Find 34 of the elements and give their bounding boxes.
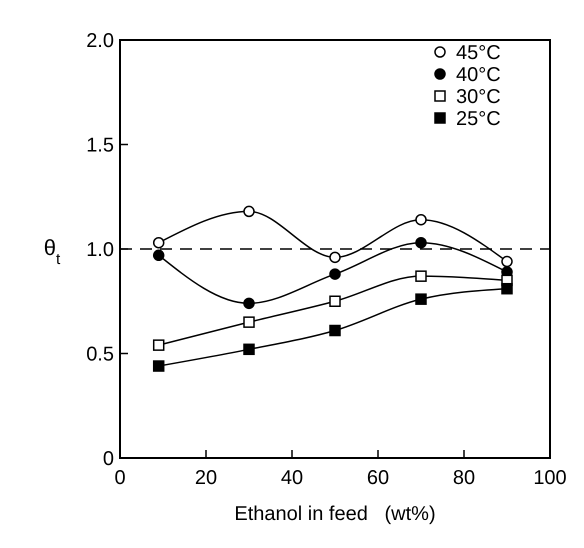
point — [243, 316, 255, 328]
x-tick-label: 60 — [366, 467, 390, 489]
y-axis-title: θ$_{t}$ — [44, 235, 61, 268]
point — [501, 256, 513, 268]
y-tick-label: 2.0 — [86, 30, 114, 52]
point — [415, 236, 427, 248]
point — [329, 324, 341, 336]
y-tick-label: 1.5 — [86, 134, 114, 156]
point — [152, 360, 164, 372]
point — [152, 250, 164, 262]
legend-label: 30°C — [456, 86, 501, 108]
x-axis-title: Ethanol in feed (wt%) — [234, 503, 436, 525]
x-tick-label: 20 — [194, 467, 218, 489]
point — [415, 293, 427, 305]
point — [415, 270, 427, 282]
point — [415, 214, 427, 226]
legend-label: 45°C — [456, 42, 501, 64]
point — [152, 339, 164, 351]
y-tick-label: 0 — [102, 448, 114, 470]
point — [243, 298, 255, 310]
point — [501, 282, 513, 294]
point — [329, 252, 341, 264]
x-tick-label: 100 — [533, 467, 567, 489]
y-tick-label: 0.5 — [86, 344, 114, 366]
point — [329, 296, 341, 307]
x-tick-label: 80 — [452, 467, 476, 489]
point — [329, 268, 341, 280]
point — [243, 344, 255, 356]
point — [152, 236, 164, 248]
point — [243, 206, 255, 218]
legend-label: 40°C — [456, 64, 501, 86]
y-tick-label: 1.0 — [86, 239, 114, 261]
x-tick-label: 40 — [280, 467, 304, 489]
legend-label: 25°C — [456, 108, 501, 130]
